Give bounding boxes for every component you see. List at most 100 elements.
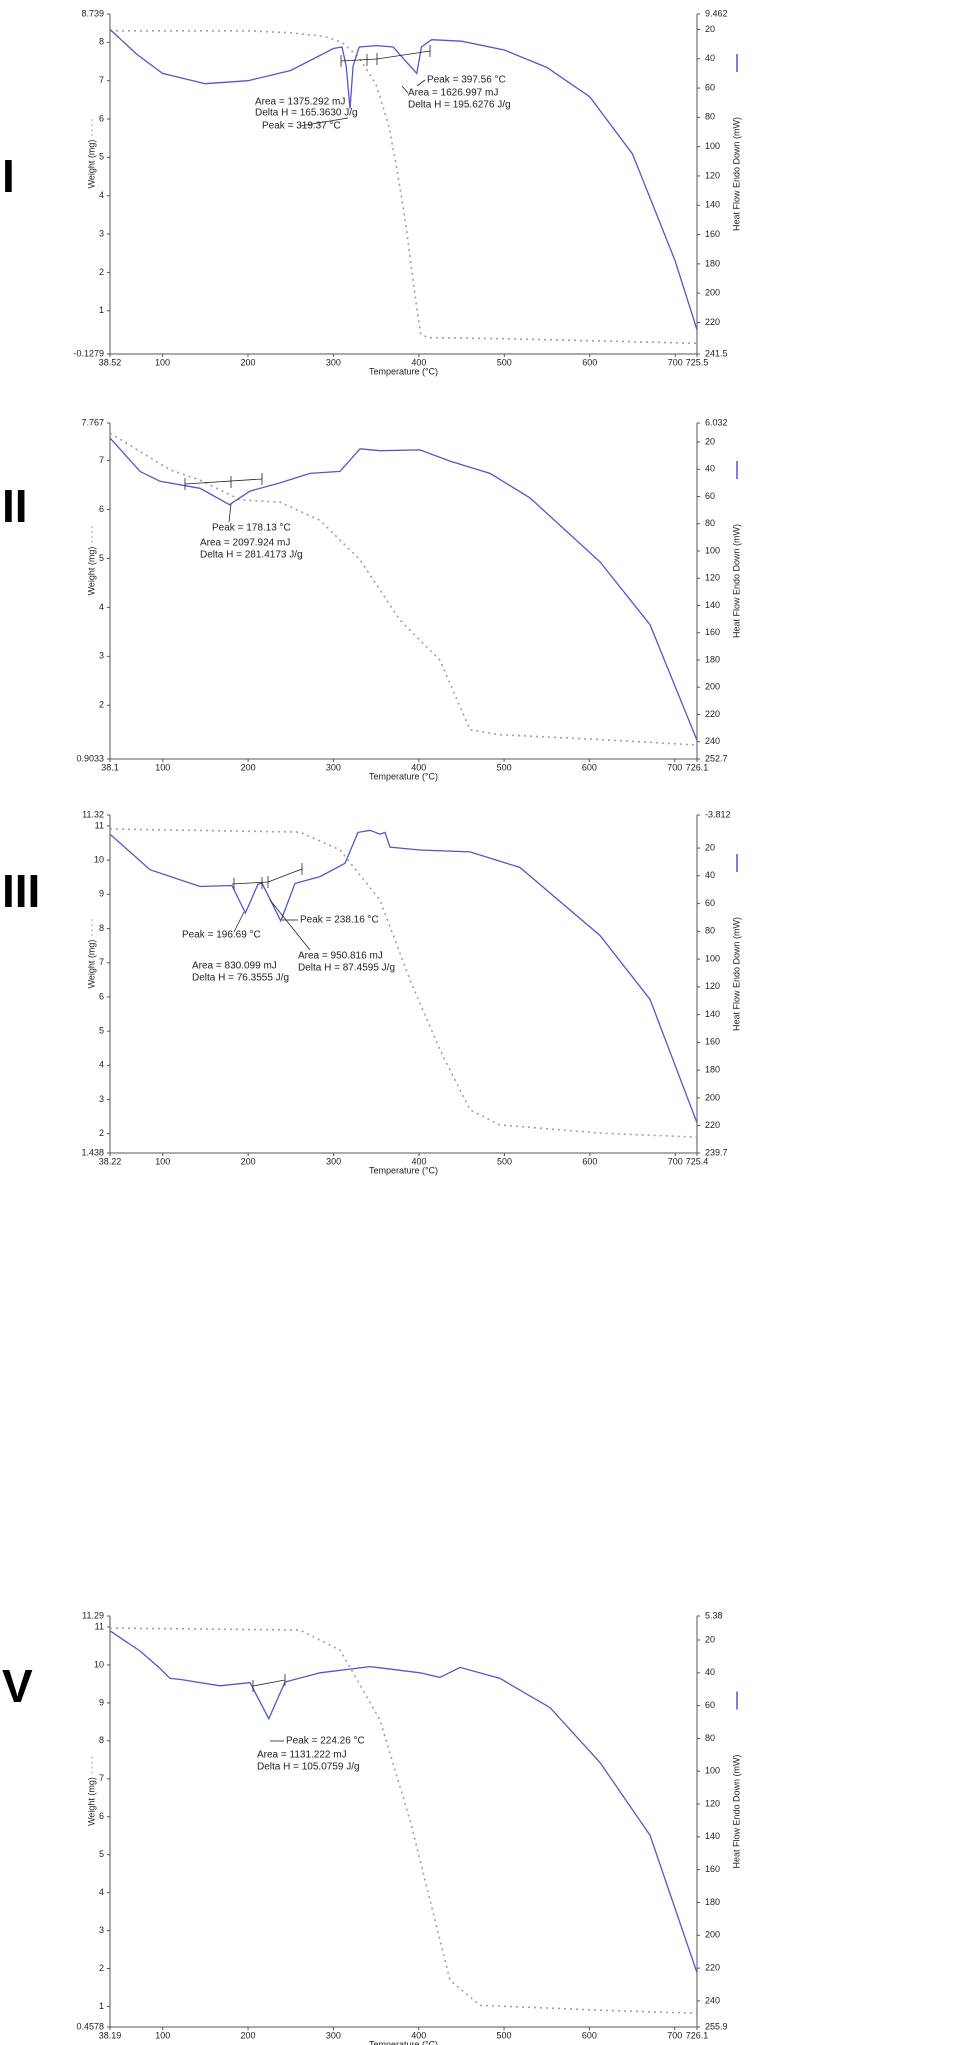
x-tick-label: 300: [326, 762, 341, 772]
y-tick-label: 8.739: [81, 8, 104, 18]
baseline: [228, 503, 232, 523]
data-line: [109, 28, 698, 330]
x-tick-label: 400: [412, 1156, 427, 1166]
y2-tick-label: 100: [705, 545, 720, 555]
y2-tick-label: 160: [705, 229, 720, 239]
y2-tick-label: 60: [705, 898, 715, 908]
y-tick-label: 10: [94, 855, 104, 865]
baseline: [340, 58, 378, 62]
y-tick-label: 5: [99, 553, 104, 563]
y2-tick-label: 200: [705, 1092, 720, 1102]
data-line: [109, 437, 698, 741]
y-tick-label: 3: [99, 651, 104, 661]
y2-axis-title: Heat Flow Endo Down (mW): [731, 917, 741, 1031]
x-tick-label: 200: [241, 2030, 256, 2040]
y2-tick-label: 220: [705, 1962, 720, 1972]
panel: II 38.1 100 200 300 400 500 600 700 726.1 0.9033 2 3…: [2, 417, 741, 781]
baseline: [233, 911, 245, 933]
y2-tick-label: 200: [705, 682, 720, 692]
annotation: Area = 1375.292 mJ: [255, 97, 345, 108]
annotation: Delta H = 165.3630 J/g: [255, 108, 358, 119]
data-line: [109, 1630, 698, 1973]
y2-tick-label: 100: [705, 141, 720, 151]
annotation: Peak = 319.37 °C: [262, 121, 341, 132]
x-tick-label: 100: [155, 2030, 170, 2040]
annotation: Peak = 178.13 °C: [212, 523, 291, 534]
data-line: [109, 829, 698, 1124]
y-tick-label: 0.4578: [76, 2021, 104, 2031]
y-tick-label: 7: [99, 957, 104, 967]
x-tick-label: 38.19: [99, 2030, 122, 2040]
y-tick-label: 5: [99, 1026, 104, 1036]
y2-tick-label: 40: [705, 464, 715, 474]
y2-tick-label: 220: [705, 317, 720, 327]
y-tick-label: 8: [99, 1735, 104, 1745]
y-axis-title: Weight (mg): [86, 940, 96, 989]
annotation: Peak = 224.26 °C: [286, 1736, 365, 1747]
y-tick-label: 4: [99, 602, 104, 612]
x-tick-label: 500: [497, 1156, 512, 1166]
x-tick-label: 725.4: [686, 1156, 709, 1166]
y-tick-label: -0.1279: [73, 348, 104, 358]
y2-tick-label: 240: [705, 1995, 720, 2005]
y-tick-label: 7: [99, 75, 104, 85]
y2-tick-label: -3.812: [705, 809, 731, 819]
baseline: [252, 1679, 286, 1687]
x-tick-label: 700: [668, 1156, 683, 1166]
y-tick-label: 6: [99, 1811, 104, 1821]
annotation: Area = 1131.222 mJ: [257, 1750, 347, 1761]
y-tick-label: 5: [99, 1849, 104, 1859]
x-tick-label: 500: [497, 357, 512, 367]
x-tick-label: 300: [326, 2030, 341, 2040]
y2-tick-label: 120: [705, 1798, 720, 1808]
baseline: [416, 79, 426, 87]
y-tick-label: 3: [99, 228, 104, 238]
annotation: Delta H = 281.4173 J/g: [200, 550, 303, 561]
data-line: [110, 30, 698, 345]
x-tick-label: 600: [582, 762, 597, 772]
y2-tick-label: 80: [705, 112, 715, 122]
y2-tick-label: 60: [705, 491, 715, 501]
annotation: Delta H = 195.6276 J/g: [408, 100, 511, 111]
y-tick-label: 11: [95, 820, 104, 830]
x-tick-label: 400: [411, 2030, 426, 2040]
data-line: [109, 432, 698, 746]
panel-label: I: [2, 150, 15, 202]
x-tick-label: 100: [155, 357, 170, 367]
annotation: Peak = 397.56 °C: [427, 75, 506, 86]
y-tick-label: 1: [99, 2001, 104, 2011]
y-tick-label: 2: [99, 1128, 104, 1138]
y-tick-label: 11.32: [82, 809, 104, 819]
y2-tick-label: 239.7: [705, 1147, 728, 1157]
y-tick-label: 4: [99, 190, 104, 200]
y2-tick-label: 220: [705, 1120, 720, 1130]
x-tick-label: 300: [326, 357, 341, 367]
annotation: Area = 830.099 mJ: [192, 961, 277, 972]
panel-label: III: [2, 865, 40, 917]
y2-tick-label: 240: [705, 736, 720, 746]
annotation: Area = 950.816 mJ: [298, 951, 383, 962]
x-tick-label: 38.22: [99, 1156, 122, 1166]
y2-tick-label: 100: [705, 1766, 720, 1776]
y2-tick-label: 160: [705, 1037, 720, 1047]
y-tick-label: 7: [99, 455, 104, 465]
x-tick-label: 400: [411, 762, 426, 772]
y-tick-label: 2: [99, 267, 104, 277]
y2-tick-label: 40: [705, 870, 715, 880]
x-tick-label: 600: [582, 2030, 597, 2040]
panel: V38.19 100 200 300 400 500 600 700 726.10.457812…: [2, 1610, 741, 2045]
y2-tick-label: 140: [705, 600, 720, 610]
y-tick-label: 7: [99, 1773, 104, 1783]
y-tick-label: 11.29: [82, 1610, 104, 1620]
y-tick-label: 6: [99, 991, 104, 1001]
y2-tick-label: 6.032: [705, 417, 728, 427]
y-tick-label: 2: [99, 700, 104, 710]
y-tick-label: 3: [99, 1094, 104, 1104]
data-line: [109, 1627, 698, 2015]
y2-tick-label: 60: [705, 1700, 715, 1710]
y-tick-label: 0.9033: [76, 753, 104, 763]
y2-tick-label: 140: [705, 1831, 720, 1841]
y2-tick-label: 255.9: [705, 2021, 728, 2031]
y-tick-label: 2: [99, 1963, 104, 1973]
y-axis-title: Weight (mg): [86, 140, 96, 189]
